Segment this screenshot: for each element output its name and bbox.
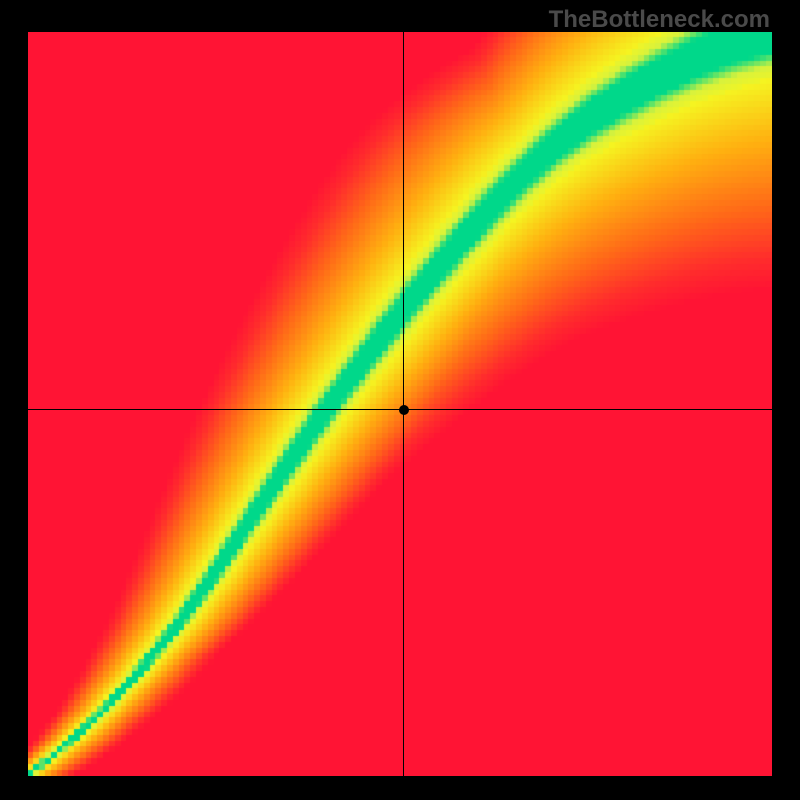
- watermark-text: TheBottleneck.com: [549, 6, 770, 34]
- chart-container: { "canvas": { "width": 800, "height": 80…: [0, 0, 800, 800]
- crosshair-marker: [399, 405, 409, 415]
- heatmap-canvas: [28, 32, 772, 776]
